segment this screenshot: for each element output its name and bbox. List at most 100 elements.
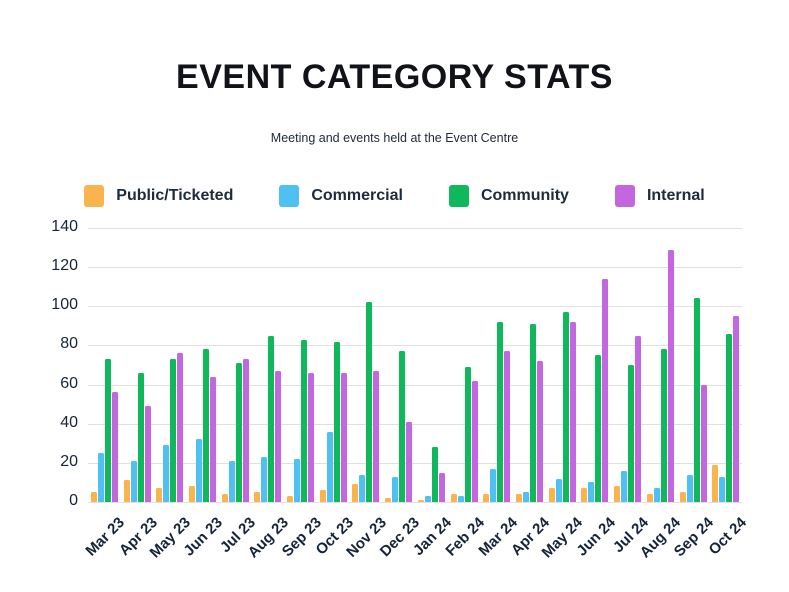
bar-group-feb-24 bbox=[448, 228, 481, 502]
bar-public-ticketed bbox=[287, 496, 294, 502]
bar-internal bbox=[406, 421, 413, 502]
bar-internal bbox=[144, 406, 151, 502]
bar-community bbox=[562, 312, 569, 502]
bar-commercial bbox=[392, 476, 399, 502]
bar-public-ticketed bbox=[712, 464, 719, 502]
y-axis-label-60: 60 bbox=[60, 374, 78, 392]
bar-community bbox=[693, 298, 700, 502]
bar-internal bbox=[177, 353, 184, 502]
bar-public-ticketed bbox=[123, 480, 130, 502]
bar-internal bbox=[471, 380, 478, 502]
bar-public-ticketed bbox=[90, 492, 97, 502]
bar-commercial bbox=[294, 458, 301, 502]
bar-community bbox=[104, 359, 111, 502]
bar-community bbox=[628, 365, 635, 502]
bar-internal bbox=[111, 392, 118, 502]
legend-swatch-icon bbox=[279, 185, 300, 207]
bar-public-ticketed bbox=[385, 498, 392, 502]
bar-public-ticketed bbox=[548, 488, 555, 502]
bar-group-apr-23 bbox=[121, 228, 154, 502]
bar-community bbox=[366, 302, 373, 502]
bar-community bbox=[497, 321, 504, 502]
bar-internal bbox=[340, 372, 347, 502]
bar-group-mar-24 bbox=[480, 228, 513, 502]
legend-swatch-icon bbox=[84, 185, 105, 207]
bar-public-ticketed bbox=[254, 492, 261, 502]
legend-swatch-icon bbox=[614, 185, 635, 207]
legend-label: Internal bbox=[646, 187, 705, 204]
y-axis-label-80: 80 bbox=[60, 335, 78, 353]
bar-group-jun-23 bbox=[186, 228, 219, 502]
bar-commercial bbox=[686, 474, 693, 502]
bar-community bbox=[595, 355, 602, 502]
bar-commercial bbox=[457, 496, 464, 502]
bar-commercial bbox=[359, 474, 366, 502]
bar-internal bbox=[700, 384, 707, 502]
bar-group-aug-23 bbox=[252, 228, 285, 502]
bar-public-ticketed bbox=[188, 486, 195, 502]
bar-commercial bbox=[522, 492, 529, 502]
bar-community bbox=[137, 372, 144, 502]
bar-public-ticketed bbox=[614, 486, 621, 502]
bar-group-sep-23 bbox=[284, 228, 317, 502]
bar-commercial bbox=[97, 453, 104, 502]
gridline-100 bbox=[88, 306, 742, 308]
bar-group-may-23 bbox=[153, 228, 186, 502]
bar-commercial bbox=[163, 445, 170, 502]
legend-swatch-icon bbox=[448, 185, 469, 207]
bar-commercial bbox=[490, 468, 497, 502]
bar-internal bbox=[242, 359, 249, 502]
y-axis-label-140: 140 bbox=[51, 218, 78, 235]
bar-public-ticketed bbox=[515, 494, 522, 502]
bar-public-ticketed bbox=[417, 500, 424, 502]
y-axis-label-0: 0 bbox=[69, 492, 78, 509]
bar-public-ticketed bbox=[646, 494, 653, 502]
bar-commercial bbox=[195, 439, 202, 502]
chart-subtitle: Meeting and events held at the Event Cen… bbox=[270, 131, 519, 145]
gridline-60 bbox=[88, 384, 742, 386]
bar-group-nov-23 bbox=[350, 228, 383, 502]
bar-internal bbox=[504, 351, 511, 502]
bar-community bbox=[170, 359, 177, 502]
gridline-120 bbox=[88, 267, 742, 269]
bar-internal bbox=[308, 372, 315, 502]
gridline-140 bbox=[88, 228, 742, 229]
bar-commercial bbox=[261, 457, 268, 502]
bar-group-oct-23 bbox=[317, 228, 350, 502]
bar-public-ticketed bbox=[581, 488, 588, 502]
bar-group-aug-24 bbox=[644, 228, 677, 502]
bar-commercial bbox=[719, 476, 726, 502]
gridline-20 bbox=[88, 462, 742, 464]
bar-commercial bbox=[588, 482, 595, 502]
bar-internal bbox=[373, 370, 380, 502]
bar-internal bbox=[733, 316, 740, 502]
bar-group-jul-24 bbox=[611, 228, 644, 502]
legend-label: Community bbox=[480, 187, 569, 204]
bar-internal bbox=[536, 361, 543, 502]
y-axis-label-120: 120 bbox=[51, 257, 78, 275]
y-axis-label-40: 40 bbox=[60, 413, 78, 431]
bar-internal bbox=[667, 249, 674, 502]
legend-item-commercial: Commercial bbox=[279, 185, 403, 207]
bar-public-ticketed bbox=[483, 494, 490, 502]
bar-internal bbox=[635, 335, 642, 502]
bar-group-may-24 bbox=[546, 228, 579, 502]
bar-community bbox=[235, 363, 242, 502]
legend-label: Public/Ticketed bbox=[116, 187, 234, 204]
bar-group-sep-24 bbox=[677, 228, 710, 502]
y-axis-label-100: 100 bbox=[51, 296, 78, 314]
bar-groups bbox=[88, 228, 742, 502]
bar-community bbox=[431, 447, 438, 502]
bar-commercial bbox=[653, 488, 660, 502]
bar-commercial bbox=[621, 470, 628, 502]
legend-item-internal: Internal bbox=[614, 185, 705, 207]
bar-public-ticketed bbox=[679, 492, 686, 502]
bar-public-ticketed bbox=[156, 488, 163, 502]
bar-group-jun-24 bbox=[579, 228, 612, 502]
gridline-80 bbox=[88, 345, 742, 347]
bar-internal bbox=[275, 370, 282, 502]
bar-community bbox=[333, 341, 340, 502]
bar-commercial bbox=[326, 431, 333, 502]
bar-group-apr-24 bbox=[513, 228, 546, 502]
